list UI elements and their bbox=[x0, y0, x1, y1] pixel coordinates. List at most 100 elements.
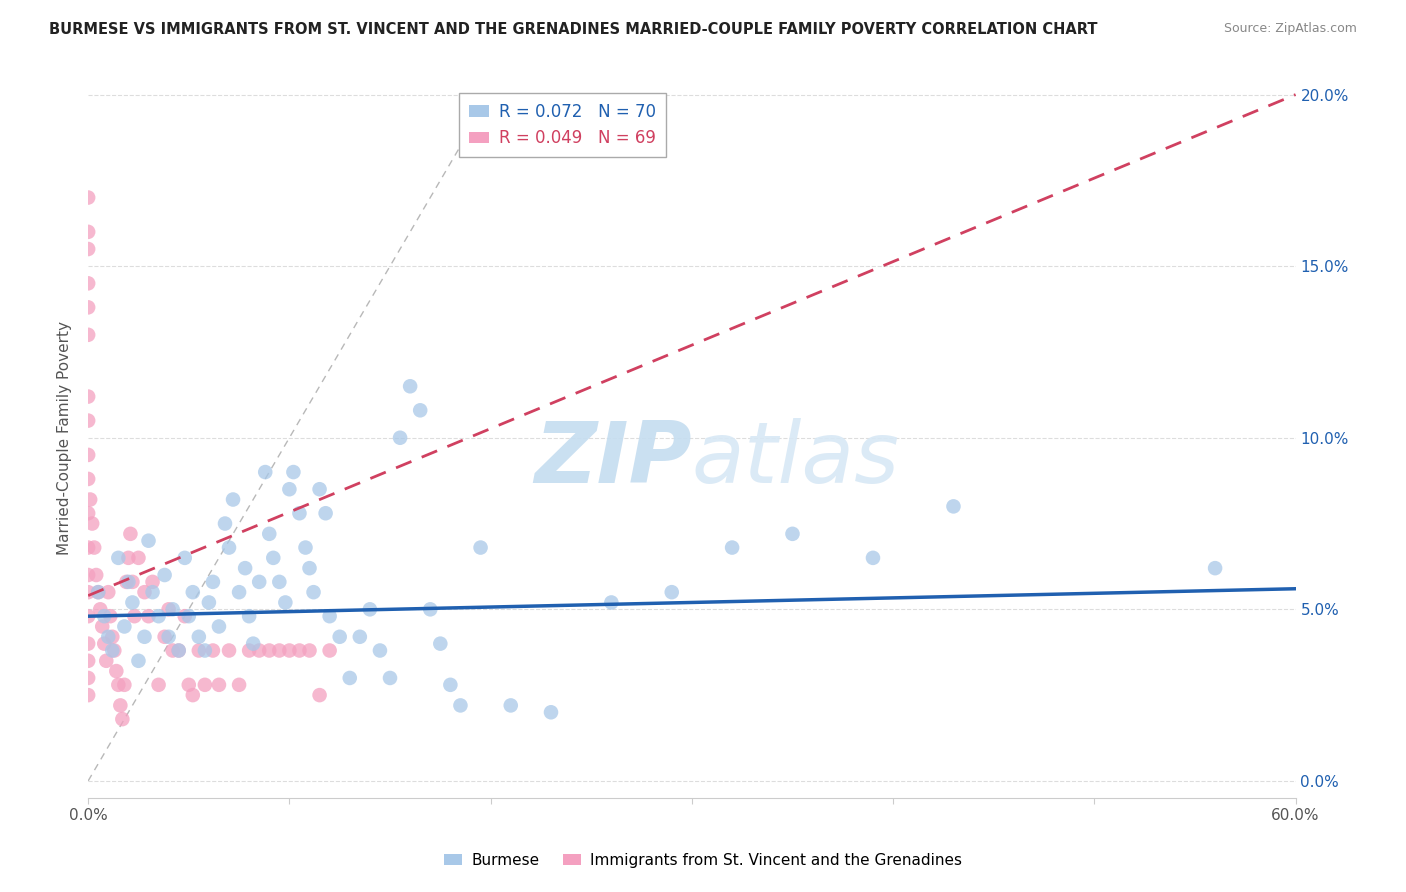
Point bbox=[101, 630, 124, 644]
Point bbox=[449, 698, 471, 713]
Point bbox=[77, 472, 100, 486]
Point bbox=[259, 526, 281, 541]
Point bbox=[470, 541, 492, 555]
Point bbox=[228, 678, 250, 692]
Point bbox=[77, 390, 100, 404]
Point bbox=[157, 630, 180, 644]
Point bbox=[177, 609, 200, 624]
Point bbox=[308, 482, 330, 496]
Point bbox=[77, 541, 100, 555]
Point bbox=[288, 506, 311, 520]
Point bbox=[173, 609, 195, 624]
Point bbox=[167, 643, 190, 657]
Point bbox=[349, 630, 371, 644]
Point bbox=[121, 595, 143, 609]
Point bbox=[79, 492, 101, 507]
Point bbox=[107, 550, 129, 565]
Point bbox=[247, 574, 270, 589]
Point bbox=[274, 595, 297, 609]
Point bbox=[111, 712, 134, 726]
Point bbox=[269, 643, 291, 657]
Point bbox=[368, 643, 391, 657]
Point bbox=[77, 225, 100, 239]
Point bbox=[162, 602, 184, 616]
Point bbox=[134, 585, 156, 599]
Point bbox=[173, 550, 195, 565]
Point bbox=[124, 609, 146, 624]
Point bbox=[112, 619, 135, 633]
Point bbox=[298, 561, 321, 575]
Point bbox=[262, 550, 284, 565]
Point bbox=[134, 630, 156, 644]
Point bbox=[120, 526, 142, 541]
Point bbox=[782, 526, 804, 541]
Point bbox=[110, 698, 132, 713]
Text: ZIP: ZIP bbox=[534, 417, 692, 501]
Point bbox=[218, 643, 240, 657]
Point bbox=[278, 482, 301, 496]
Point bbox=[499, 698, 522, 713]
Point bbox=[294, 541, 316, 555]
Point bbox=[121, 574, 143, 589]
Point bbox=[201, 643, 224, 657]
Point bbox=[112, 678, 135, 692]
Point bbox=[259, 643, 281, 657]
Point bbox=[87, 585, 110, 599]
Point bbox=[222, 492, 245, 507]
Point bbox=[278, 643, 301, 657]
Point bbox=[84, 568, 107, 582]
Point bbox=[201, 574, 224, 589]
Point bbox=[389, 431, 412, 445]
Point bbox=[103, 643, 125, 657]
Point bbox=[181, 585, 204, 599]
Point bbox=[77, 568, 100, 582]
Point bbox=[399, 379, 422, 393]
Point bbox=[187, 630, 209, 644]
Point bbox=[98, 609, 121, 624]
Point bbox=[97, 630, 120, 644]
Text: Source: ZipAtlas.com: Source: ZipAtlas.com bbox=[1223, 22, 1357, 36]
Text: atlas: atlas bbox=[692, 417, 900, 501]
Point bbox=[233, 561, 256, 575]
Point bbox=[419, 602, 441, 616]
Y-axis label: Married-Couple Family Poverty: Married-Couple Family Poverty bbox=[58, 321, 72, 555]
Point bbox=[1204, 561, 1226, 575]
Point bbox=[77, 448, 100, 462]
Point bbox=[87, 585, 110, 599]
Point bbox=[318, 643, 340, 657]
Point bbox=[148, 678, 170, 692]
Point bbox=[162, 643, 184, 657]
Point bbox=[157, 602, 180, 616]
Point bbox=[117, 574, 139, 589]
Legend: R = 0.072   N = 70, R = 0.049   N = 69: R = 0.072 N = 70, R = 0.049 N = 69 bbox=[458, 93, 665, 157]
Point bbox=[238, 643, 260, 657]
Point bbox=[96, 654, 118, 668]
Point bbox=[378, 671, 401, 685]
Point bbox=[302, 585, 325, 599]
Point bbox=[77, 671, 100, 685]
Point bbox=[177, 678, 200, 692]
Point bbox=[218, 541, 240, 555]
Point bbox=[77, 327, 100, 342]
Point bbox=[254, 465, 277, 479]
Point bbox=[214, 516, 236, 531]
Point bbox=[105, 664, 128, 678]
Point bbox=[942, 500, 965, 514]
Point bbox=[77, 654, 100, 668]
Point bbox=[721, 541, 744, 555]
Point bbox=[359, 602, 381, 616]
Point bbox=[153, 568, 176, 582]
Point bbox=[247, 643, 270, 657]
Point bbox=[318, 609, 340, 624]
Point bbox=[141, 585, 163, 599]
Point bbox=[208, 678, 231, 692]
Point bbox=[315, 506, 337, 520]
Point bbox=[187, 643, 209, 657]
Point bbox=[141, 574, 163, 589]
Point bbox=[153, 630, 176, 644]
Point bbox=[127, 654, 149, 668]
Point bbox=[89, 602, 111, 616]
Point bbox=[600, 595, 623, 609]
Point bbox=[167, 643, 190, 657]
Point bbox=[77, 242, 100, 256]
